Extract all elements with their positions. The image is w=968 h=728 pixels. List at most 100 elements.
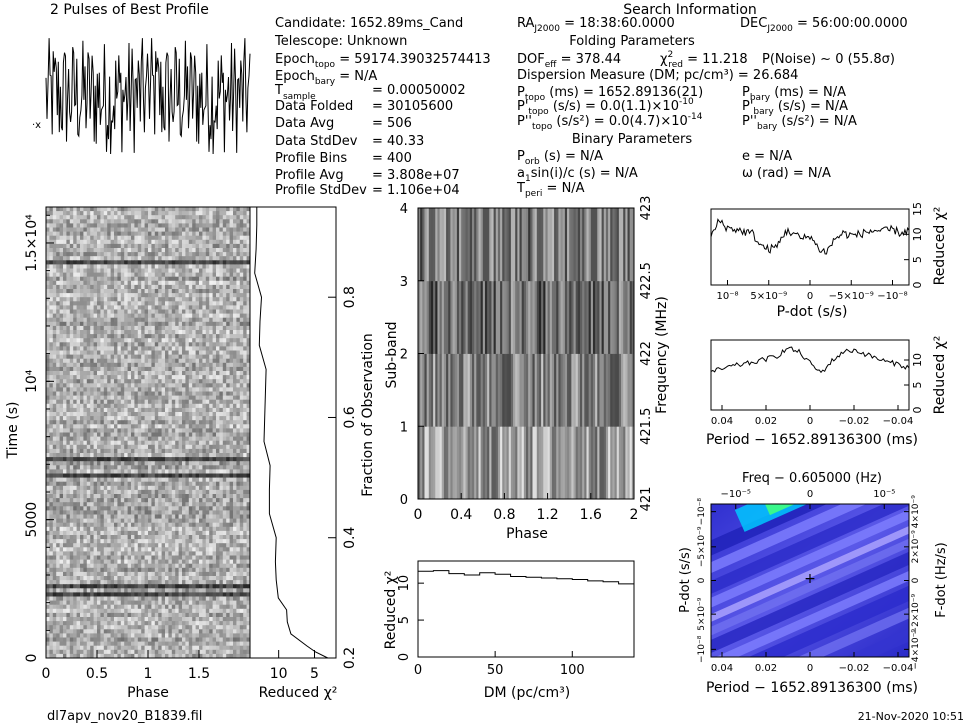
time-phase-cell: [165, 239, 169, 245]
time-phase-cell: [219, 498, 224, 503]
time-phase-cell: [90, 231, 94, 237]
time-phase-cell: [165, 502, 169, 507]
time-phase-cell: [246, 494, 251, 499]
time-phase-cell: [188, 239, 193, 245]
time-phase-cell: [73, 518, 77, 524]
time-phase-cell: [209, 522, 213, 528]
time-phase-cell: [100, 448, 105, 454]
time-phase-cell: [161, 379, 166, 384]
time-phase-cell: [114, 317, 118, 323]
time-phase-cell: [120, 424, 125, 429]
time-phase-cell: [178, 457, 183, 462]
time-phase-cell: [86, 293, 91, 298]
time-phase-cell: [46, 526, 50, 532]
time-phase-cell: [161, 399, 166, 405]
time-phase-cell: [192, 535, 196, 540]
time-phase-cell: [49, 272, 54, 278]
time-phase-cell: [117, 280, 122, 286]
time-phase-cell: [69, 297, 74, 302]
time-phase-cell: [195, 498, 200, 503]
time-phase-cell: [161, 457, 166, 462]
time-phase-cell: [216, 358, 220, 364]
time-phase-cell: [209, 530, 213, 536]
time-phase-cell: [110, 465, 115, 470]
time-phase-cell: [188, 481, 193, 487]
time-phase-cell: [59, 383, 64, 388]
time-phase-cell: [141, 276, 145, 282]
time-phase-cell: [63, 276, 67, 282]
time-phase-cell: [100, 243, 105, 249]
time-phase-cell: [100, 539, 105, 544]
time-phase-cell: [103, 448, 108, 454]
time-phase-cell: [226, 494, 230, 499]
time-phase-cell: [49, 383, 54, 388]
time-phase-cell: [233, 219, 237, 224]
time-phase-cell: [171, 444, 176, 450]
time-phase-cell: [199, 248, 203, 253]
time-phase-cell: [205, 383, 210, 388]
time-phase-cell: [141, 383, 145, 388]
time-phase-cell: [141, 272, 145, 278]
time-phase-cell: [73, 399, 77, 405]
time-phase-cell: [107, 325, 111, 331]
time-phase-cell: [134, 412, 139, 417]
time-phase-cell: [127, 379, 132, 384]
time-phase-cell: [66, 526, 71, 532]
time-phase-cell: [46, 530, 50, 536]
time-phase-cell: [124, 387, 128, 392]
time-phase-cell: [246, 297, 251, 302]
time-phase-cell: [222, 301, 227, 306]
time-phase-cell: [124, 543, 128, 548]
time-phase-cell: [243, 440, 247, 446]
time-phase-cell: [151, 436, 156, 442]
time-phase-cell: [202, 502, 207, 507]
time-phase-cell: [165, 366, 169, 372]
time-phase-cell: [124, 227, 128, 232]
time-phase-cell: [117, 539, 122, 544]
time-phase-cell: [63, 293, 67, 298]
time-phase-cell: [56, 436, 60, 442]
time-phase-cell: [199, 375, 203, 380]
time-phase-cell: [86, 424, 91, 429]
time-phase-cell: [76, 522, 81, 528]
time-phase-cell: [49, 211, 54, 216]
time-phase-cell: [168, 305, 173, 310]
time-phase-cell: [49, 219, 54, 224]
time-phase-cell: [127, 325, 132, 331]
time-phase-cell: [216, 305, 220, 310]
time-phase-cell: [80, 420, 84, 425]
time-phase-cell: [83, 494, 88, 499]
time-phase-cell: [134, 391, 139, 396]
time-phase-cell: [151, 448, 156, 454]
time-phase-cell: [137, 227, 142, 232]
time-phase-cell: [195, 375, 200, 380]
time-phase-cell: [188, 412, 193, 417]
time-phase-cell: [49, 440, 54, 446]
time-phase-cell: [59, 276, 64, 282]
time-phase-cell: [83, 547, 88, 552]
time-phase-cell: [114, 477, 118, 483]
time-phase-cell: [233, 461, 237, 466]
time-phase-cell: [46, 399, 50, 405]
time-phase-cell: [66, 268, 71, 273]
time-phase-cell: [154, 543, 159, 548]
time-phase-cell: [236, 264, 241, 269]
time-phase-cell: [151, 465, 156, 470]
time-phase-cell: [131, 461, 135, 466]
time-phase-cell: [141, 350, 145, 355]
time-phase-cell: [243, 346, 247, 351]
time-phase-cell: [175, 334, 179, 339]
time-phase-cell: [52, 473, 57, 478]
time-phase-cell: [110, 371, 115, 376]
time-phase-cell: [199, 526, 203, 532]
time-phase-cell: [175, 231, 179, 237]
time-phase-cell: [246, 330, 251, 335]
time-phase-cell: [83, 403, 88, 409]
time-phase-cell: [226, 338, 230, 343]
time-phase-cell: [90, 424, 94, 429]
time-phase-cell: [171, 494, 176, 499]
time-phase-cell: [151, 395, 156, 401]
time-phase-cell: [86, 362, 91, 368]
time-phase-cell: [222, 223, 227, 228]
time-phase-cell: [229, 510, 234, 515]
